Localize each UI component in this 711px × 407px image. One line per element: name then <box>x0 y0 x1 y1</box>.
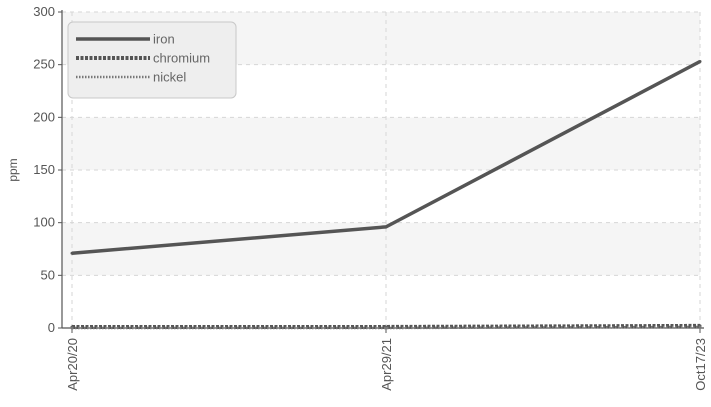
plot-band <box>62 170 700 223</box>
y-tick-label: 250 <box>33 57 55 72</box>
legend-label-chromium: chromium <box>153 51 210 66</box>
data-point-nickel <box>384 326 388 330</box>
y-tick-label: 300 <box>33 4 55 19</box>
legend-label-iron: iron <box>153 32 175 47</box>
plot-band <box>62 222 700 276</box>
data-point-iron <box>698 60 702 64</box>
plot-band <box>62 117 700 170</box>
y-tick-label: 0 <box>48 320 55 335</box>
y-tick-label: 200 <box>33 109 55 124</box>
legend-box <box>67 21 237 99</box>
x-tick-label: Apr20/20 <box>65 338 80 391</box>
plot-band <box>62 275 700 328</box>
y-axis-title: ppm <box>6 158 20 181</box>
series-line-nickel <box>72 325 701 330</box>
x-tick-label: Oct17/23 <box>693 338 708 391</box>
y-tick-label: 100 <box>33 215 55 230</box>
data-point-nickel <box>70 326 74 330</box>
data-point-iron <box>384 225 388 229</box>
x-tick-label: Apr29/21 <box>379 338 394 391</box>
data-point-iron <box>70 251 74 255</box>
y-tick-label: 150 <box>33 162 55 177</box>
y-tick-label: 50 <box>41 267 55 282</box>
legend-label-nickel: nickel <box>153 70 186 85</box>
data-point-nickel <box>698 325 702 329</box>
